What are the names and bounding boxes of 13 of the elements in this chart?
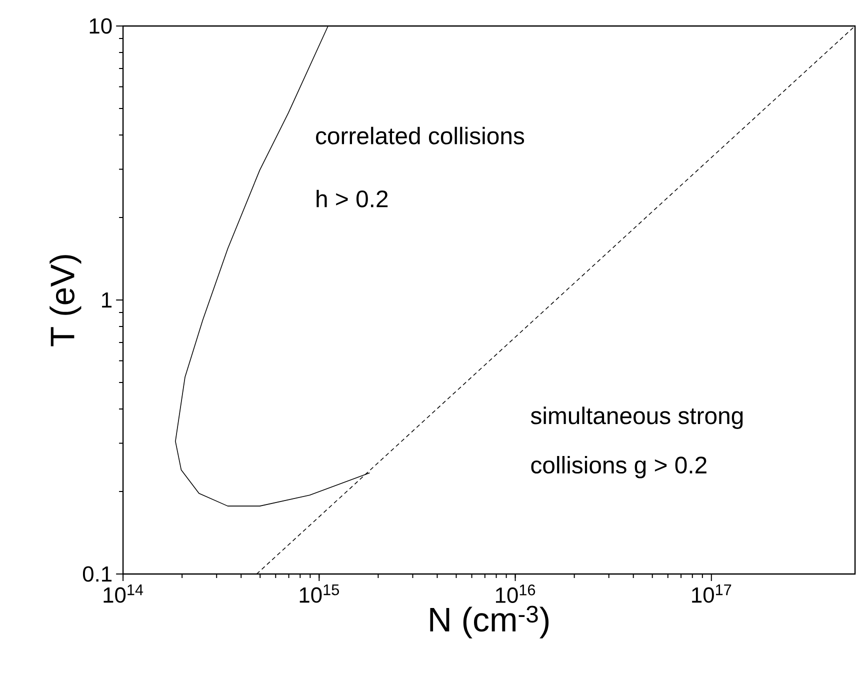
x-tick-label: 10$^{15}$ (300, 584, 339, 603)
annotation: simultaneous strong (530, 406, 743, 429)
y-tick-label: 1 (102, 292, 112, 308)
x-tick-label: 10$^{17}$ (692, 584, 732, 603)
y-tick-label: 0.1 (82, 566, 112, 582)
x-tick-label: 10$^{16}$ (496, 584, 536, 603)
annotation: correlated collisions (316, 126, 524, 144)
y-axis-title: T (eV) (50, 255, 82, 346)
x-tick-label: 10$^{14}$ (104, 584, 144, 603)
y-tick-label: 10 (90, 18, 112, 34)
x-axis-title: N (cm$^{-3}$) (430, 606, 549, 638)
annotation: h > 0.2 (316, 190, 388, 208)
annotation: collisions g > 0.2 (531, 456, 706, 478)
